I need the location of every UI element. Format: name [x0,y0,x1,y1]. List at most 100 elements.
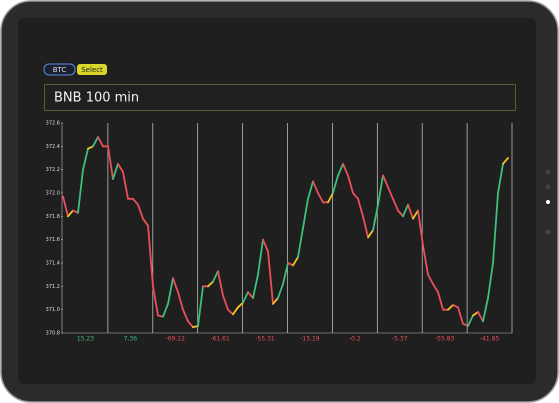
price-segment [222,294,229,311]
price-segment [352,192,359,200]
y-tick-label: 372.0 [46,191,60,197]
price-segment [197,285,204,327]
period-change: -55.83 [435,336,455,343]
price-segment [142,217,149,227]
select-button-label[interactable]: Select [81,66,103,74]
price-segment [382,174,389,189]
price-segment [167,277,174,305]
price-segment [377,174,384,206]
price-segment [227,308,234,316]
price-segment [207,280,214,288]
price-segment [187,320,194,329]
price-segment [497,162,504,194]
period-change: -55.31 [255,336,275,343]
price-segment [337,162,344,177]
price-segment [137,203,144,220]
price-segment [467,314,474,327]
price-segment [477,311,484,323]
price-segment [462,322,469,327]
price-segment [62,195,69,218]
price-segment [277,283,284,299]
y-tick-label: 371.0 [46,307,60,313]
period-change: -69.12 [166,336,186,343]
price-segment [367,229,374,239]
price-segment [357,197,364,218]
price-segment [437,291,444,311]
chart-title: BNB 100 min [54,91,139,106]
price-segment [312,180,319,194]
coin-button[interactable] [43,63,76,76]
price-segment [297,227,304,259]
price-segment [172,277,179,294]
price-segment [302,197,309,229]
price-segment [162,302,169,318]
price-segment [282,262,289,285]
price-segment [182,308,189,323]
price-segment [392,197,399,212]
period-change: -5.37 [392,336,408,343]
price-segment [232,306,239,316]
y-tick-label: 371.4 [46,261,60,267]
price-segment [287,262,294,267]
select-button[interactable] [77,64,107,75]
price-segment [362,215,369,239]
price-segment [387,186,394,200]
price-segment [502,157,509,165]
price-segment [332,174,339,194]
price-segment [412,209,419,220]
price-segment [132,197,139,206]
price-segment [212,270,219,283]
price-segment [347,174,354,194]
price-segment [397,209,404,218]
price-segment [147,224,154,288]
price-segment [372,203,379,232]
price-segment [272,297,279,305]
price-segment [97,136,104,148]
dot [545,229,551,235]
dot [545,169,551,175]
y-tick-label: 370.8 [46,331,60,337]
price-segment [492,192,499,264]
period-change: -41.85 [480,336,500,343]
dot [545,184,551,190]
price-segment [152,285,159,317]
price-segment [177,291,184,311]
title-box [44,84,516,111]
price-segment [407,203,414,220]
price-segment [317,192,324,204]
price-segment [307,180,314,200]
price-segment [107,145,114,180]
price-segment [237,301,244,309]
y-tick-label: 372.6 [46,121,60,127]
price-segment [257,238,264,276]
price-segment [432,283,439,294]
price-segment [242,291,249,304]
y-tick-label: 371.2 [46,284,60,290]
price-segment [217,270,224,297]
price-segment [482,297,489,323]
price-segment [402,203,409,218]
price-segment [327,192,334,204]
price-segment [77,168,84,214]
price-segment [67,209,74,218]
price-segment [122,171,129,200]
price-segment [247,291,254,299]
dot [546,200,550,204]
y-tick-label: 372.4 [46,144,60,150]
price-segment [427,273,434,285]
price-segment [457,306,464,325]
price-segment [452,304,459,309]
price-segment [422,244,429,276]
period-change: -61.61 [210,336,230,343]
price-segment [292,256,299,267]
period-change: -0.2 [349,336,361,343]
y-tick-label: 371.6 [46,237,60,243]
price-segment [112,162,119,180]
y-tick-label: 372.2 [46,167,60,173]
price-segment [447,304,454,311]
price-segment [267,250,274,305]
coin-button-label[interactable]: BTC [53,66,67,74]
period-change: -15.19 [300,336,320,343]
price-segment [417,209,424,247]
period-change: 15.23 [77,336,94,343]
